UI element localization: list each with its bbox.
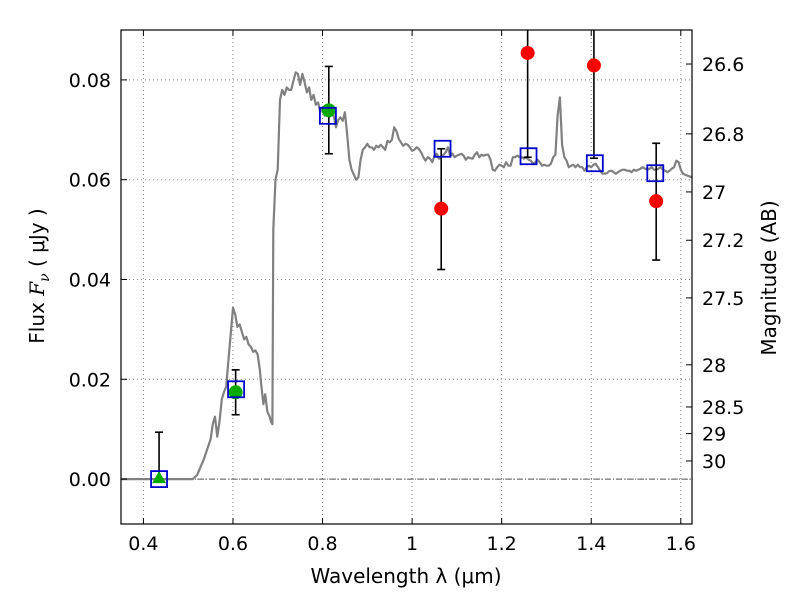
tick-marks bbox=[121, 30, 692, 524]
y-tick-label: 0.06 bbox=[69, 170, 111, 192]
y-tick-label: 0.00 bbox=[69, 469, 111, 491]
x-tick-label: 0.8 bbox=[307, 533, 337, 555]
nondetection-marker bbox=[434, 201, 449, 216]
y-axis-label: Flux Fν ( μJy ) bbox=[25, 208, 53, 343]
plot-area bbox=[121, 30, 692, 488]
nondetection-marker bbox=[520, 45, 535, 60]
x-tick-label: 1.4 bbox=[576, 533, 606, 555]
y-axis-label-prefix: Flux bbox=[25, 296, 49, 344]
y2-tick-label: 29 bbox=[702, 424, 726, 446]
y2-tick-labels: 26.6 26.8 27 27.2 27.5 28 28.5 29 30 bbox=[702, 54, 744, 473]
y2-tick-label: 26.8 bbox=[702, 124, 744, 146]
y-tick-label: 0.04 bbox=[69, 269, 111, 291]
plot-clip-group bbox=[121, 30, 692, 488]
model-flux-marker bbox=[433, 139, 452, 158]
x-tick-label: 0.4 bbox=[128, 533, 158, 555]
x-tick-label: 1.6 bbox=[666, 533, 696, 555]
x-tick-label: 0.6 bbox=[218, 533, 248, 555]
model-flux-marker bbox=[585, 154, 604, 173]
y-axis-label-symbol: F bbox=[25, 281, 49, 297]
x-tick-labels: 0.4 0.6 0.8 1 1.2 1.4 1.6 bbox=[128, 533, 696, 555]
model-flux-marker bbox=[150, 470, 168, 488]
detection-triangle-marker bbox=[152, 471, 167, 484]
nondetection-marker bbox=[649, 194, 664, 209]
model-flux-marker bbox=[319, 106, 337, 125]
nondetection-marker bbox=[586, 58, 601, 73]
axes-frame bbox=[120, 29, 693, 525]
y2-tick-label: 27.5 bbox=[702, 288, 744, 310]
model-flux-marker bbox=[519, 147, 538, 166]
y2-tick-label: 27 bbox=[702, 182, 726, 204]
y-tick-labels: 0.00 0.02 0.04 0.06 0.08 bbox=[69, 70, 111, 491]
x-axis-label: Wavelength λ (μm) bbox=[310, 564, 501, 588]
y2-tick-label: 27.2 bbox=[702, 230, 744, 252]
model-flux-marker bbox=[227, 380, 245, 399]
y2-tick-label: 28 bbox=[702, 355, 726, 377]
y2-tick-label: 26.6 bbox=[702, 54, 744, 76]
y2-axis-label: Magnitude (AB) bbox=[757, 200, 781, 355]
y-tick-label: 0.08 bbox=[69, 70, 111, 92]
y2-tick-label: 30 bbox=[702, 451, 726, 473]
detection-marker bbox=[321, 103, 336, 118]
detection-marker bbox=[228, 385, 243, 400]
x-tick-label: 1.2 bbox=[487, 533, 517, 555]
model-spectrum-line bbox=[121, 71, 692, 481]
y-axis-label-subscript: ν bbox=[37, 273, 53, 282]
y-axis-label-units: ( μJy ) bbox=[25, 208, 49, 273]
model-flux-marker bbox=[646, 164, 665, 183]
x-tick-label: 1 bbox=[406, 533, 418, 555]
y-tick-label: 0.02 bbox=[69, 369, 111, 391]
y2-tick-label: 28.5 bbox=[702, 397, 744, 419]
